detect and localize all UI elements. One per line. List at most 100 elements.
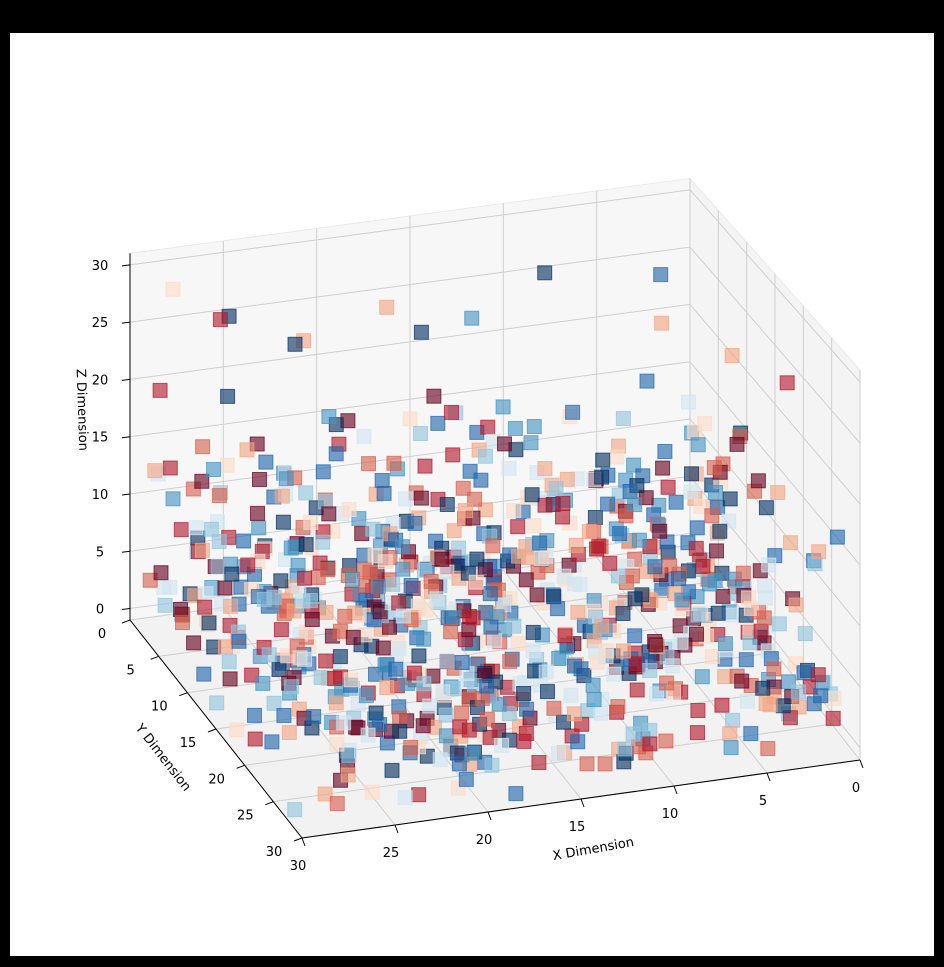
scatter-point	[690, 607, 706, 623]
scatter-point	[229, 722, 245, 738]
scatter-point	[537, 497, 553, 513]
scatter-point	[508, 786, 524, 802]
scatter-point	[206, 462, 222, 477]
scatter-point	[563, 687, 579, 703]
scatter-point	[464, 745, 480, 761]
scatter-point	[683, 484, 699, 500]
scatter-point	[634, 587, 650, 603]
scatter-point	[422, 698, 438, 714]
scatter-point	[473, 472, 489, 488]
scatter-point	[756, 610, 772, 626]
scatter-point	[770, 485, 786, 500]
scatter-point	[332, 623, 348, 639]
scatter-point	[524, 487, 540, 503]
x-tick-label: 25	[383, 846, 400, 861]
scatter-point	[829, 529, 845, 545]
scatter-point	[668, 494, 684, 510]
scatter-point	[771, 616, 787, 632]
scatter-point	[388, 661, 404, 677]
x-tick	[766, 772, 771, 782]
scatter-point	[624, 568, 640, 584]
scatter-point	[194, 542, 210, 558]
scatter-point	[231, 633, 247, 649]
scatter-point	[455, 480, 471, 496]
scatter-point	[755, 680, 771, 696]
scatter-point	[725, 712, 741, 728]
z-tick	[121, 608, 131, 611]
z-tick	[121, 321, 131, 324]
scatter-point	[162, 579, 178, 595]
scatter-point	[627, 497, 643, 513]
scatter-point	[673, 634, 689, 650]
scatter-point	[585, 677, 601, 693]
scatter-point	[461, 722, 477, 738]
scatter-point	[337, 608, 353, 624]
z-tick	[121, 493, 131, 496]
scatter-point	[201, 615, 217, 631]
scatter-point	[211, 488, 227, 504]
scatter-point	[825, 710, 841, 726]
scatter-point	[548, 481, 564, 496]
scatter-point	[529, 587, 545, 603]
scatter-point	[597, 756, 613, 772]
scatter-point	[298, 537, 314, 553]
scatter-point	[551, 651, 567, 666]
scatter-point	[358, 577, 374, 593]
scatter-point	[482, 729, 498, 745]
scatter-point	[735, 565, 751, 581]
scatter-point	[712, 523, 728, 539]
scatter-point	[797, 626, 813, 642]
scatter-point	[284, 679, 300, 695]
scatter-point	[810, 667, 826, 683]
scatter-point	[478, 448, 493, 464]
scatter-point	[343, 672, 359, 688]
scatter-point	[356, 428, 372, 444]
scatter-point	[518, 572, 534, 588]
scatter-point	[306, 709, 322, 725]
scatter-point	[615, 643, 631, 659]
scatter-point	[439, 497, 455, 512]
scatter-point	[494, 737, 510, 753]
scatter-point	[165, 491, 181, 507]
y-tick-label: 0	[98, 627, 106, 642]
z-tick-label: 10	[92, 488, 109, 503]
scatter-point	[742, 635, 758, 651]
x-tick-label: 0	[852, 781, 860, 796]
scatter-point	[271, 662, 287, 677]
scatter-point	[252, 472, 267, 487]
scatter-point	[162, 460, 178, 476]
scatter-point	[321, 506, 337, 522]
y-tick	[150, 655, 159, 660]
z-tick	[121, 436, 131, 439]
scatter-point	[336, 715, 352, 731]
scatter-point	[360, 727, 376, 743]
scatter-point	[680, 394, 696, 410]
scatter-point	[783, 535, 798, 551]
scatter-point	[274, 488, 290, 504]
scatter-point	[438, 728, 454, 744]
scatter-point	[722, 726, 738, 742]
scatter-point	[631, 532, 647, 548]
scatter-point	[283, 540, 299, 556]
scatter-point	[341, 502, 357, 517]
y-tick	[236, 764, 245, 769]
x-tick	[394, 824, 399, 834]
y-tick	[293, 837, 303, 842]
scatter-point	[617, 741, 633, 757]
scatter-point	[413, 490, 429, 506]
scatter-point	[690, 437, 706, 453]
scatter-point	[722, 491, 738, 507]
y-tick	[121, 619, 131, 624]
x-tick-label: 15	[569, 820, 586, 835]
scatter-point	[581, 524, 597, 540]
scatter-point	[485, 538, 501, 554]
grid-line-z	[129, 189, 691, 266]
scatter-point	[652, 523, 668, 539]
scatter-point	[209, 695, 225, 711]
scatter-point	[609, 449, 625, 465]
scatter-point	[332, 649, 348, 665]
scatter-point	[658, 733, 674, 749]
scatter-point	[438, 707, 454, 723]
scatter-point	[413, 324, 429, 340]
scatter-point	[327, 671, 343, 686]
